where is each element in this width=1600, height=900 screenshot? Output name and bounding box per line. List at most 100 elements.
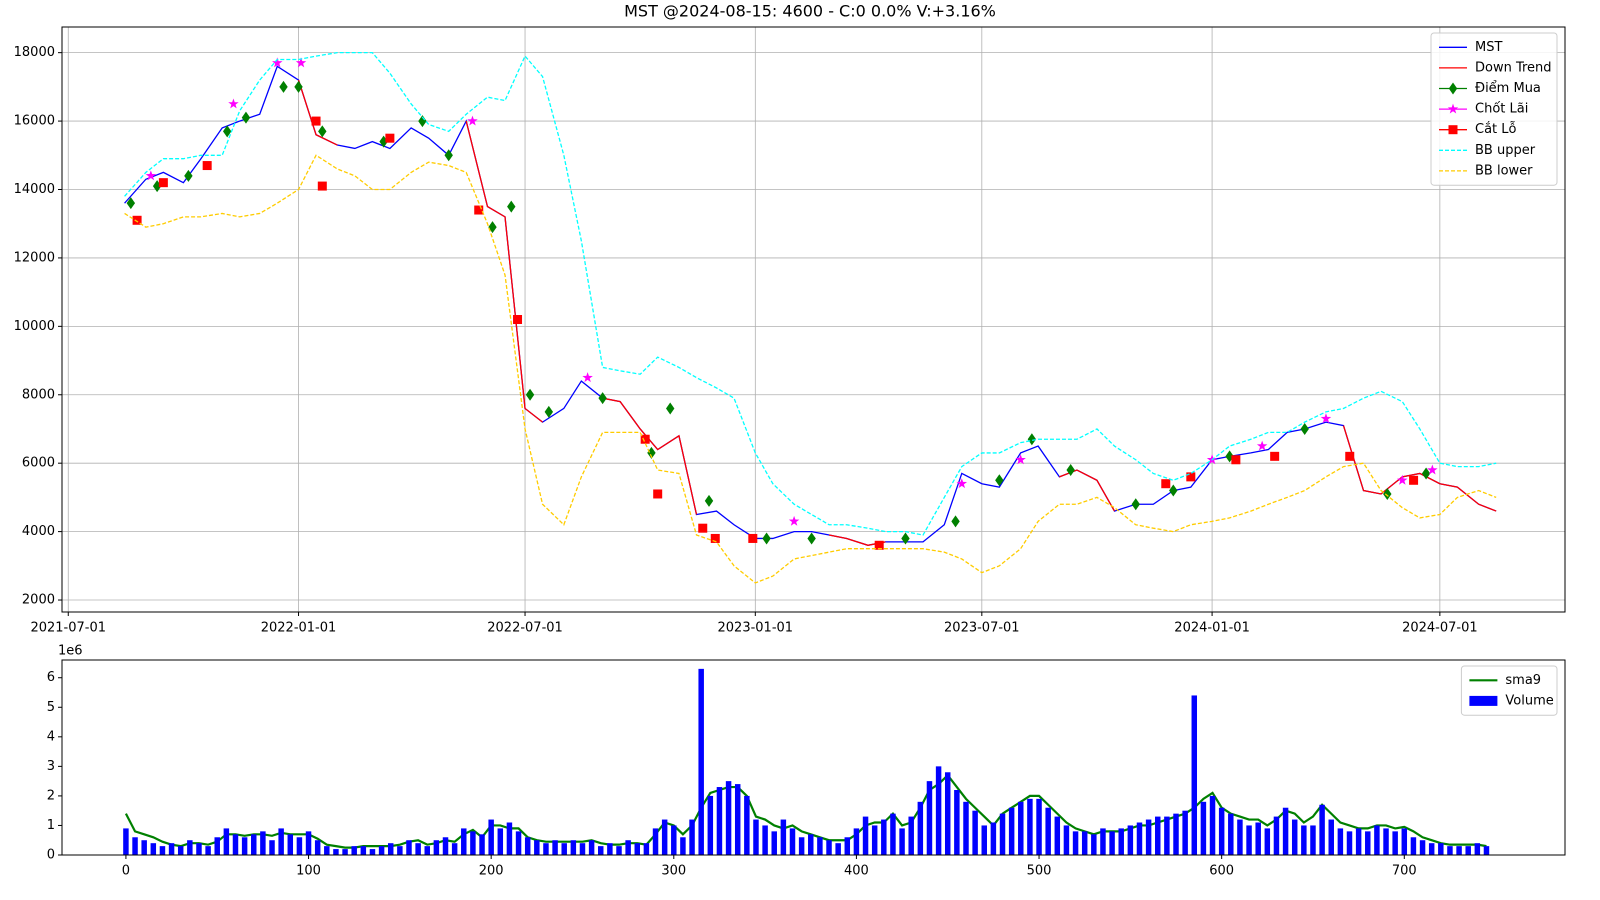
bar <box>853 828 860 855</box>
bar <box>1118 828 1124 855</box>
bar <box>159 846 166 855</box>
marker-star <box>1015 454 1026 465</box>
plot-area: 2000 4000 6000 8000 10000 12000 14000 16000 1800… <box>14 26 1566 636</box>
bar <box>734 784 741 855</box>
bar <box>607 843 613 855</box>
bar <box>1328 819 1334 855</box>
bar <box>360 846 367 855</box>
bar <box>1027 798 1033 855</box>
bar <box>369 849 376 855</box>
marker-diamond <box>1066 464 1075 477</box>
bar <box>543 843 549 855</box>
bar <box>652 828 659 855</box>
bar <box>1392 831 1398 855</box>
marker-star <box>1427 464 1438 475</box>
bar <box>214 837 220 855</box>
bar <box>196 843 202 855</box>
y-tick-label: 2000 <box>22 593 55 608</box>
bar <box>1291 819 1298 855</box>
bar <box>287 834 294 855</box>
bar <box>835 843 841 855</box>
bar <box>351 846 357 855</box>
bar <box>908 816 914 855</box>
bar <box>1264 828 1271 855</box>
bar <box>598 846 604 855</box>
bar <box>314 840 321 855</box>
series-line <box>124 52 1497 536</box>
chart-title: MST @2024-08-15: 4600 - C:0 0.0% V:+3.16… <box>624 2 996 21</box>
bar <box>251 834 257 855</box>
bar <box>561 843 567 855</box>
y-tick-label: 6000 <box>22 456 55 471</box>
bar <box>1474 843 1481 855</box>
bar <box>725 781 732 855</box>
bar <box>451 843 458 855</box>
legend-box <box>1430 32 1558 186</box>
bar <box>954 790 960 855</box>
marker-star <box>1397 474 1408 485</box>
bar <box>1310 825 1316 855</box>
x-tick-label: 2021-07-01 <box>30 621 106 636</box>
bar <box>680 837 686 855</box>
bar <box>461 828 467 855</box>
marker-diamond <box>184 169 193 182</box>
y-tick-label: 8000 <box>22 387 55 402</box>
bar <box>260 831 266 855</box>
bar <box>1447 846 1453 855</box>
bar <box>689 819 695 855</box>
bar <box>241 837 248 855</box>
x-tick-label: 2023-07-01 <box>944 621 1020 636</box>
bar <box>671 825 677 855</box>
marker-square <box>385 133 395 143</box>
bar <box>1465 846 1471 855</box>
bar <box>661 819 668 855</box>
bar <box>378 846 385 855</box>
bar <box>1218 807 1225 855</box>
marker-star <box>956 478 968 489</box>
bar <box>552 840 558 855</box>
bar <box>1282 807 1289 855</box>
bar <box>780 819 787 855</box>
bar <box>990 822 997 855</box>
bar <box>177 846 184 855</box>
marker-star <box>228 98 239 109</box>
bar <box>278 828 284 855</box>
marker-diamond <box>525 388 535 401</box>
bar <box>397 846 403 855</box>
bar <box>205 846 211 855</box>
marker-diamond <box>279 80 288 93</box>
x-tick-label: 600 <box>1209 864 1234 879</box>
bar <box>871 825 878 855</box>
marker-star <box>582 372 593 383</box>
bar <box>579 843 586 855</box>
bar <box>881 819 887 855</box>
bar <box>1410 837 1417 855</box>
marker-square <box>640 434 650 444</box>
y-tick-label: 10000 <box>14 319 55 334</box>
y-tick-label: 0 <box>47 848 55 863</box>
plot-area: 0 1 2 3 4 5 6 0 100 200 300 400 500 600 700 <box>47 659 1566 879</box>
x-tick-label: 100 <box>296 864 321 879</box>
bar <box>1337 828 1344 855</box>
x-tick-label: 0 <box>122 864 130 879</box>
marker-diamond <box>1300 422 1309 435</box>
series-line <box>124 773 1487 849</box>
bar <box>305 831 312 855</box>
marker-diamond <box>544 405 554 418</box>
bar <box>479 834 485 855</box>
marker-diamond <box>666 402 675 415</box>
bar <box>899 828 905 855</box>
bar <box>433 840 440 855</box>
bar <box>890 813 896 855</box>
series-line <box>124 65 1497 546</box>
bar <box>187 840 193 855</box>
bar <box>744 795 750 855</box>
bar <box>862 816 869 855</box>
bar <box>1054 816 1061 855</box>
axes-frame <box>61 659 1566 856</box>
y-tick-label: 4 <box>47 729 55 744</box>
marker-star <box>272 57 283 68</box>
bar <box>1018 801 1024 855</box>
bar <box>1100 828 1106 855</box>
